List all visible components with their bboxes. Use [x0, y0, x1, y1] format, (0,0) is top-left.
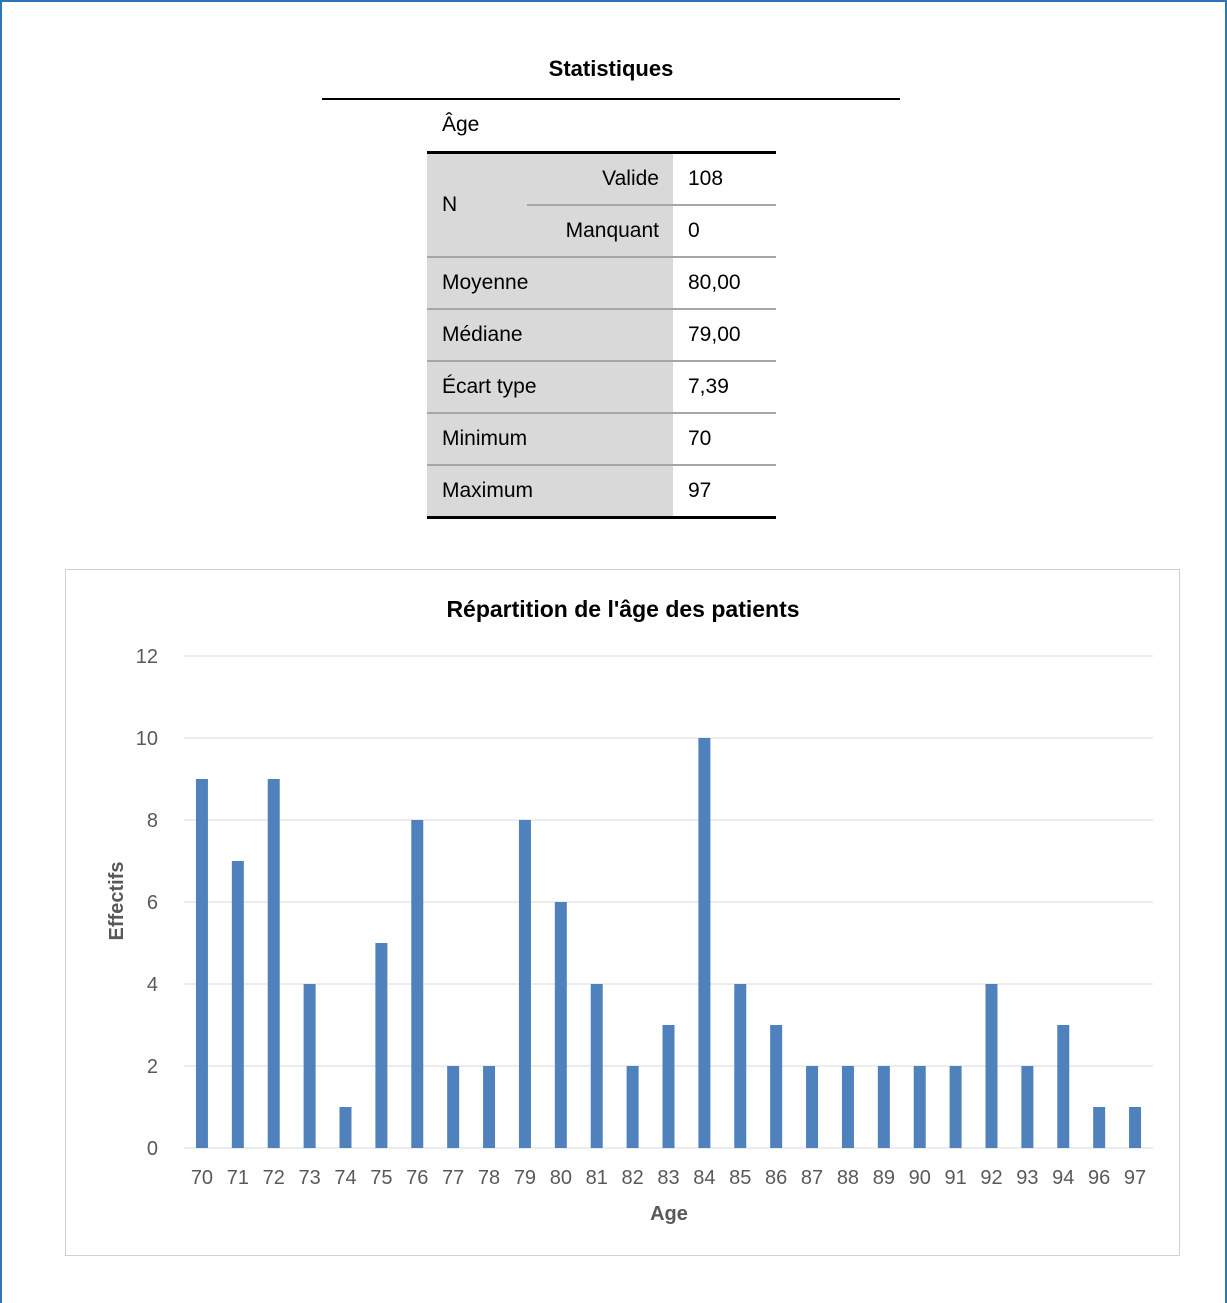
table-row-mediane: Médiane 79,00	[427, 309, 776, 361]
bar-age-89	[877, 1066, 890, 1148]
x-tick-label: 79	[514, 1167, 536, 1189]
bar-chart: Répartition de l'âge des patients 024681…	[106, 596, 1153, 1225]
bar-age-70	[195, 779, 208, 1148]
x-tick-label: 88	[837, 1167, 859, 1189]
x-tick-label: 87	[801, 1167, 823, 1189]
minimum-label: Minimum	[427, 413, 673, 465]
bar-age-77	[447, 1066, 460, 1148]
stats-variable-label: Âge	[442, 113, 480, 136]
x-tick-label: 97	[1124, 1167, 1146, 1189]
bar-age-84	[698, 738, 711, 1148]
bar-age-82	[626, 1066, 639, 1148]
bar-age-80	[554, 902, 567, 1148]
bar-age-72	[267, 779, 280, 1148]
table-row-moyenne: Moyenne 80,00	[427, 257, 776, 309]
bar-age-79	[518, 820, 531, 1148]
x-tick-label: 90	[909, 1167, 931, 1189]
table-row-manquant: Manquant 0	[427, 205, 776, 257]
y-tick-label: 4	[147, 974, 158, 996]
y-tick-label: 12	[136, 646, 158, 668]
chart-title: Répartition de l'âge des patients	[446, 596, 799, 622]
y-axis-title: Effectifs	[106, 862, 128, 941]
minimum-value: 70	[688, 427, 712, 450]
x-tick-label: 84	[693, 1167, 715, 1189]
bar-age-78	[483, 1066, 496, 1148]
maximum-value: 97	[688, 479, 712, 502]
x-tick-label: 74	[334, 1167, 356, 1189]
y-tick-label: 10	[136, 728, 158, 750]
moyenne-label: Moyenne	[427, 257, 673, 309]
table-row-valide: N Valide 108	[427, 152, 776, 257]
x-tick-label: 76	[406, 1167, 428, 1189]
ecart-type-value: 7,39	[688, 375, 729, 398]
stats-title: Statistiques	[548, 56, 674, 81]
table-row-ecart-type: Écart type 7,39	[427, 361, 776, 413]
n-label: N	[427, 152, 527, 257]
table-row-minimum: Minimum 70	[427, 413, 776, 465]
x-tick-label: 71	[227, 1167, 249, 1189]
x-tick-label: 81	[586, 1167, 608, 1189]
bar-age-85	[734, 984, 747, 1148]
stats-table: N Valide 108 Manquant 0 Moyenne 80,00 Mé…	[427, 151, 776, 519]
ecart-type-label: Écart type	[427, 361, 673, 413]
bar-age-75	[375, 943, 388, 1148]
y-tick-label: 0	[147, 1138, 158, 1160]
bar-age-87	[806, 1066, 819, 1148]
x-tick-label: 83	[657, 1167, 679, 1189]
manquant-value: 0	[688, 219, 700, 242]
x-tick-label: 86	[765, 1167, 787, 1189]
x-axis-ticks: 70 71 72 73 74 75 76 77 78 79 80 81 82 83 84 85 86 87 88 89…	[191, 1167, 1146, 1189]
moyenne-value: 80,00	[688, 271, 741, 294]
x-tick-label: 91	[944, 1167, 966, 1189]
x-tick-label: 72	[263, 1167, 285, 1189]
y-tick-label: 8	[147, 810, 158, 832]
x-tick-label: 92	[980, 1167, 1002, 1189]
bar-age-83	[662, 1025, 675, 1148]
maximum-label: Maximum	[427, 465, 673, 518]
x-tick-label: 93	[1016, 1167, 1038, 1189]
bar-age-93	[1021, 1066, 1034, 1148]
table-row-maximum: Maximum 97	[427, 465, 776, 518]
x-tick-label: 89	[873, 1167, 895, 1189]
y-tick-label: 6	[147, 892, 158, 914]
mediane-value: 79,00	[688, 323, 741, 346]
x-tick-label: 78	[478, 1167, 500, 1189]
bar-age-90	[913, 1066, 926, 1148]
bars	[195, 738, 1142, 1148]
bar-age-91	[949, 1066, 962, 1148]
x-tick-label: 96	[1088, 1167, 1110, 1189]
x-tick-label: 82	[621, 1167, 643, 1189]
bar-age-74	[339, 1107, 352, 1148]
bar-age-81	[590, 984, 603, 1148]
stats-title-rule	[322, 98, 900, 100]
bar-age-71	[231, 861, 244, 1148]
x-tick-label: 85	[729, 1167, 751, 1189]
x-tick-label: 77	[442, 1167, 464, 1189]
x-axis-title: Age	[650, 1203, 688, 1225]
x-tick-label: 80	[550, 1167, 572, 1189]
x-tick-label: 70	[191, 1167, 213, 1189]
y-axis-ticks: 0 2 4 6 8 10 12	[136, 646, 158, 1160]
bar-age-86	[770, 1025, 783, 1148]
x-tick-label: 94	[1052, 1167, 1074, 1189]
valide-value: 108	[673, 152, 776, 206]
mediane-label: Médiane	[427, 309, 673, 361]
bar-age-96	[1093, 1107, 1106, 1148]
x-tick-label: 75	[370, 1167, 392, 1189]
bar-age-94	[1057, 1025, 1070, 1148]
bar-age-76	[411, 820, 424, 1148]
x-tick-label: 73	[298, 1167, 320, 1189]
manquant-label: Manquant	[527, 205, 673, 257]
y-tick-label: 2	[147, 1056, 158, 1078]
bar-age-92	[985, 984, 998, 1148]
bar-age-97	[1129, 1107, 1142, 1148]
bar-age-73	[303, 984, 316, 1148]
bar-age-88	[841, 1066, 854, 1148]
valide-label: Valide	[527, 152, 673, 206]
